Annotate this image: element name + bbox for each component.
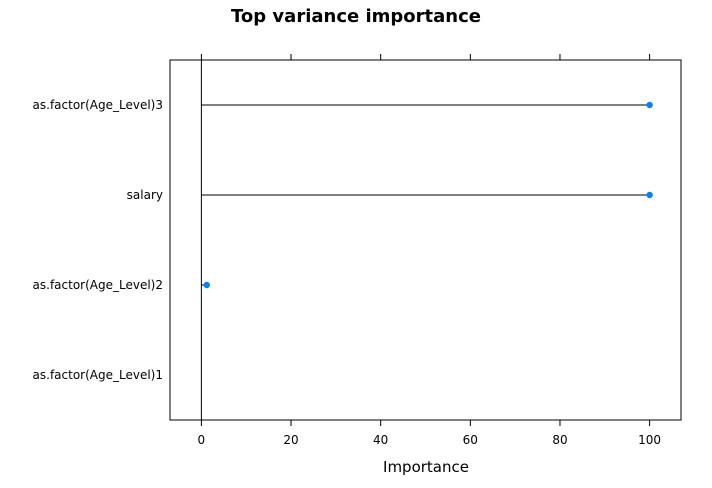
importance-point: [203, 281, 210, 289]
x-axis-top-ticks: [200, 54, 651, 60]
y-tick-label: salary: [127, 188, 163, 202]
x-tick-label: 0: [198, 433, 206, 447]
x-tick-label: 40: [373, 433, 388, 447]
x-tick-label: 100: [638, 433, 661, 447]
data-marks: [201, 101, 653, 289]
plot-frame: [169, 59, 682, 421]
chart-title: Top variance importance: [231, 6, 481, 27]
x-axis-bottom-ticks: 0 20 40 60 80 100: [198, 420, 661, 447]
x-tick-label: 60: [463, 433, 478, 447]
x-tick-label: 80: [552, 433, 567, 447]
importance-point: [646, 101, 653, 109]
y-tick-label: as.factor(Age_Level)3: [33, 98, 163, 112]
importance-point: [646, 191, 653, 199]
y-tick-label: as.factor(Age_Level)1: [33, 368, 163, 382]
y-tick-label: as.factor(Age_Level)2: [33, 278, 163, 292]
x-tick-label: 20: [283, 433, 298, 447]
x-axis-label: Importance: [383, 458, 469, 476]
